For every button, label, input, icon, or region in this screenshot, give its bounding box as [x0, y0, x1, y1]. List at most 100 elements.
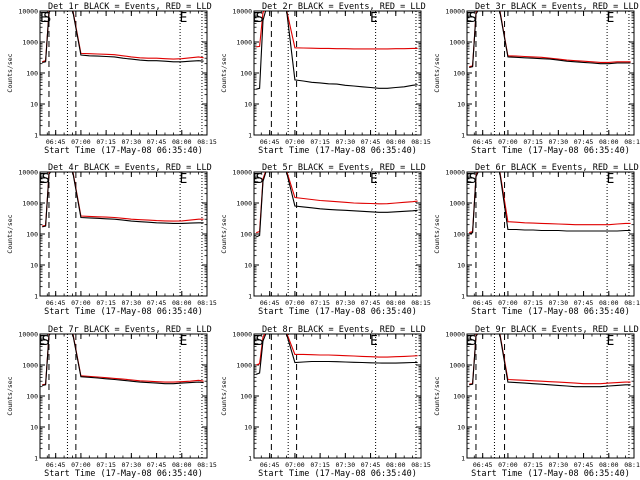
y-tick-label: 10: [30, 424, 38, 432]
x-tick-label: 08:15: [624, 299, 640, 307]
time-marker-label: E: [607, 11, 615, 26]
series-line-lld: [42, 172, 204, 227]
y-axis-label: Counts/sec: [433, 214, 441, 253]
y-tick-label: 100: [240, 393, 252, 401]
time-marker-label: E: [370, 11, 378, 26]
x-tick-label: 07:30: [549, 138, 569, 146]
x-tick-label: 07:30: [549, 461, 569, 469]
x-tick-label: 07:45: [574, 461, 594, 469]
x-tick-label: 06:45: [260, 461, 280, 469]
y-tick-label: 10000: [232, 8, 252, 16]
time-marker-label: E: [180, 11, 188, 26]
detector-panel: Det 2r BLACK = Events, RED = LLD 1 10 100 10…: [220, 2, 431, 156]
x-tick-label: 07:45: [574, 138, 594, 146]
y-tick-label: 100: [26, 70, 38, 78]
detector-panel: Det 9r BLACK = Events, RED = LLD 1 10 100 10…: [433, 325, 640, 479]
x-tick-label: 06:45: [260, 138, 280, 146]
x-tick-label: 06:45: [46, 461, 66, 469]
x-tick-label: 08:15: [411, 299, 431, 307]
time-marker-label: S: [256, 11, 264, 26]
time-marker-label: E: [465, 334, 473, 349]
x-tick-label: 08:15: [411, 461, 431, 469]
time-marker-label: S: [469, 172, 477, 187]
x-axis-label: Start Time (17-May-08 06:35:40): [258, 469, 417, 479]
x-tick-label: 08:00: [386, 299, 406, 307]
panel-title: Det 2r BLACK = Events, RED = LLD: [262, 2, 426, 12]
series-line-lld: [42, 11, 204, 63]
x-tick-label: 07:45: [147, 138, 167, 146]
x-tick-label: 08:00: [599, 461, 619, 469]
x-axis-label: Start Time (17-May-08 06:35:40): [258, 307, 417, 317]
x-axis-label: Start Time (17-May-08 06:35:40): [258, 146, 417, 156]
x-tick-label: 07:00: [498, 138, 518, 146]
series-line-lld: [256, 11, 418, 50]
y-tick-label: 10: [457, 262, 465, 270]
time-marker-label: E: [180, 334, 188, 349]
time-marker-label: S: [42, 172, 50, 187]
x-axis-label: Start Time (17-May-08 06:35:40): [471, 146, 630, 156]
y-tick-label: 1000: [449, 39, 465, 47]
time-marker-label: E: [465, 11, 473, 26]
y-tick-label: 1000: [236, 39, 252, 47]
time-marker-label: S: [256, 172, 264, 187]
panel-title: Det 9r BLACK = Events, RED = LLD: [475, 325, 639, 335]
x-tick-label: 07:00: [285, 138, 305, 146]
x-axis-label: Start Time (17-May-08 06:35:40): [471, 469, 630, 479]
x-tick-label: 07:45: [361, 299, 381, 307]
x-tick-label: 07:30: [336, 461, 356, 469]
plot-frame: [253, 333, 422, 459]
time-marker-label: S: [256, 334, 264, 349]
y-axis-label: Counts/sec: [6, 214, 14, 253]
y-tick-label: 1: [34, 132, 38, 140]
series-line-lld: [42, 334, 204, 386]
panel-title: Det 1r BLACK = Events, RED = LLD: [48, 2, 212, 12]
x-axis-label: Start Time (17-May-08 06:35:40): [471, 307, 630, 317]
x-tick-label: 07:00: [498, 461, 518, 469]
x-tick-label: 06:45: [260, 299, 280, 307]
x-tick-label: 07:00: [71, 461, 91, 469]
y-tick-label: 1000: [22, 362, 38, 370]
x-tick-label: 07:15: [310, 138, 330, 146]
y-tick-label: 100: [26, 393, 38, 401]
x-tick-label: 06:45: [46, 299, 66, 307]
panel-title: Det 7r BLACK = Events, RED = LLD: [48, 325, 212, 335]
panel-title: Det 5r BLACK = Events, RED = LLD: [262, 163, 426, 173]
series-line-events: [469, 172, 631, 235]
series-line-lld: [256, 172, 418, 234]
x-tick-label: 07:15: [310, 461, 330, 469]
series-line-lld: [469, 11, 631, 68]
y-tick-label: 1: [248, 132, 252, 140]
plot-frame: [39, 333, 208, 459]
y-tick-label: 10: [457, 101, 465, 109]
x-tick-label: 07:15: [523, 461, 543, 469]
x-tick-label: 08:00: [386, 138, 406, 146]
y-axis-label: Counts/sec: [220, 214, 228, 253]
x-tick-label: 07:30: [122, 299, 142, 307]
series-line-lld: [469, 172, 631, 234]
detector-panel: Det 6r BLACK = Events, RED = LLD 1 10 100 10…: [433, 163, 640, 317]
x-tick-label: 07:45: [361, 461, 381, 469]
series-line-events: [469, 334, 631, 388]
x-tick-label: 07:45: [147, 461, 167, 469]
x-tick-label: 07:15: [310, 299, 330, 307]
y-tick-label: 10: [30, 262, 38, 270]
y-tick-label: 10000: [232, 331, 252, 339]
y-tick-label: 1000: [449, 362, 465, 370]
x-tick-label: 07:30: [122, 461, 142, 469]
y-tick-label: 100: [240, 231, 252, 239]
x-tick-label: 08:15: [197, 461, 217, 469]
time-marker-label: E: [252, 11, 260, 26]
x-tick-label: 07:00: [285, 299, 305, 307]
y-tick-label: 10000: [445, 8, 465, 16]
x-tick-label: 08:00: [599, 138, 619, 146]
y-tick-label: 10000: [445, 169, 465, 177]
x-tick-label: 07:00: [71, 138, 91, 146]
detector-panel: Det 7r BLACK = Events, RED = LLD 1 10 100 10…: [6, 325, 217, 479]
series-line-lld: [256, 334, 418, 366]
y-tick-label: 10: [244, 424, 252, 432]
time-marker-label: E: [607, 334, 615, 349]
y-tick-label: 10: [244, 101, 252, 109]
x-tick-label: 07:15: [523, 138, 543, 146]
x-tick-label: 08:15: [624, 461, 640, 469]
y-axis-label: Counts/sec: [220, 376, 228, 415]
